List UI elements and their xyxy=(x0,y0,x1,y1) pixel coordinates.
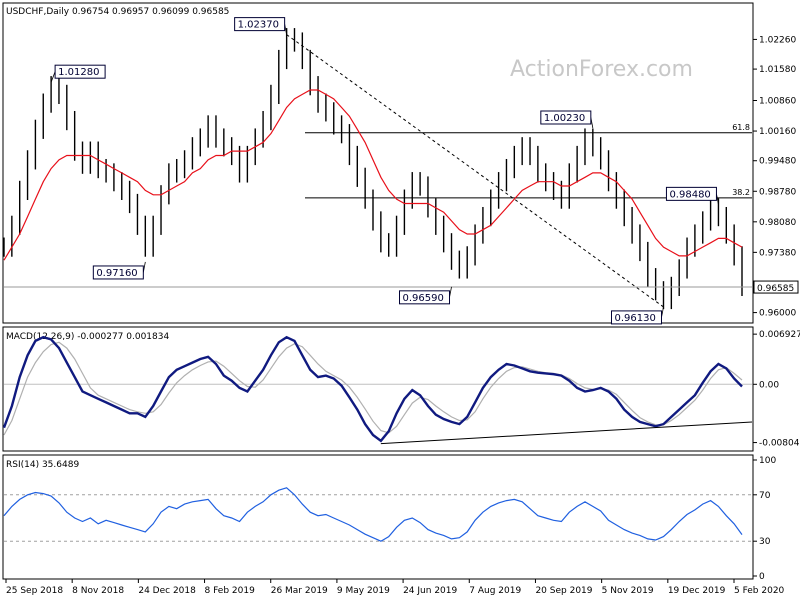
price-layer: 61.8 38.2 1.02370 1.01280 0.97160 0.96590 1.00… xyxy=(3,17,752,325)
callout-box xyxy=(610,310,662,325)
rsi-layer xyxy=(3,487,752,542)
callout-label: 0.98480 xyxy=(669,189,710,200)
price-axis-tick-label: 1.01580 xyxy=(759,65,796,75)
price-axis-tick-label: 1.02260 xyxy=(759,35,796,45)
price-axis-tick-label: 0.98080 xyxy=(759,218,796,228)
price-axis-tick-label: 0.96000 xyxy=(759,309,796,319)
macd-axis-tick-label: 0.00 xyxy=(759,380,779,390)
macd-layer xyxy=(2,335,753,445)
fib-level-label: 38.2 xyxy=(732,188,750,197)
callout-label: 1.02370 xyxy=(238,20,279,31)
callout-label: 0.96130 xyxy=(614,313,655,324)
axis-layer: 1.02260 1.01580 1.00860 1.00160 0.99480 0.987… xyxy=(5,35,800,596)
date-tick-label: 19 Dec 2019 xyxy=(668,586,726,596)
watermark: ActionForex.com xyxy=(510,57,693,82)
macd-support-trendline xyxy=(380,421,753,445)
macd-pane-frame xyxy=(2,326,754,452)
price-axis-tick-label: 0.98780 xyxy=(759,187,796,197)
price-axis-tick-label: 1.00160 xyxy=(759,127,796,137)
callout-box xyxy=(92,265,144,280)
macd-axis-tick-label: -0.008049 xyxy=(759,439,800,449)
date-tick-label: 26 Mar 2019 xyxy=(271,586,328,596)
callout-label: 1.01280 xyxy=(58,67,99,78)
rsi-axis-tick-label: 100 xyxy=(759,456,776,466)
current-price-badge-label: 0.96585 xyxy=(757,284,794,294)
macd-line xyxy=(2,335,743,443)
rsi-title: RSI(14) 35.6489 xyxy=(6,460,79,470)
callout-box xyxy=(540,110,592,125)
callout-label: 0.96590 xyxy=(403,293,444,304)
callout-box xyxy=(399,290,451,305)
current-price-badge xyxy=(753,280,799,294)
date-tick-label: 24 Dec 2018 xyxy=(138,586,196,596)
macd-axis-tick-label: 0.006927 xyxy=(759,330,800,340)
price-axis-tick-label: 0.99480 xyxy=(759,157,796,167)
price-axis-tick-label: 0.97380 xyxy=(759,248,796,258)
date-tick-label: 7 Aug 2019 xyxy=(469,586,521,596)
date-tick-label: 8 Feb 2019 xyxy=(205,586,256,596)
date-tick-label: 5 Nov 2019 xyxy=(602,586,654,596)
date-tick-label: 24 Jun 2019 xyxy=(403,586,457,596)
date-tick-label: 25 Sep 2018 xyxy=(6,586,63,596)
price-pane-frame xyxy=(2,2,754,324)
fib-level-label: 61.8 xyxy=(732,123,750,132)
macd-signal-line xyxy=(3,341,743,436)
rsi-line xyxy=(3,487,743,542)
rsi-pane-frame xyxy=(2,454,754,580)
callout-box xyxy=(665,186,717,201)
rsi-axis-tick-label: 30 xyxy=(759,537,771,547)
price-axis-tick-label: 1.00860 xyxy=(759,97,796,107)
callout-label: 0.97160 xyxy=(96,268,137,279)
callout-box xyxy=(234,17,286,32)
macd-title: MACD(12,26,9) -0.000277 0.001834 xyxy=(6,332,169,342)
moving-average-line xyxy=(3,89,743,261)
rsi-axis-tick-label: 0 xyxy=(759,572,765,582)
symbol-header: USDCHF,Daily 0.96754 0.96957 0.96099 0.9… xyxy=(6,7,229,17)
date-tick-label: 9 May 2019 xyxy=(337,586,390,596)
rsi-axis-tick-label: 70 xyxy=(759,491,771,501)
date-tick-label: 20 Sep 2019 xyxy=(535,586,592,596)
date-tick-label: 5 Feb 2020 xyxy=(734,586,785,596)
date-tick-label: 8 Nov 2018 xyxy=(72,586,124,596)
callout-label: 1.00230 xyxy=(544,113,585,124)
callout-box xyxy=(54,64,106,79)
callout-leader xyxy=(50,71,56,83)
